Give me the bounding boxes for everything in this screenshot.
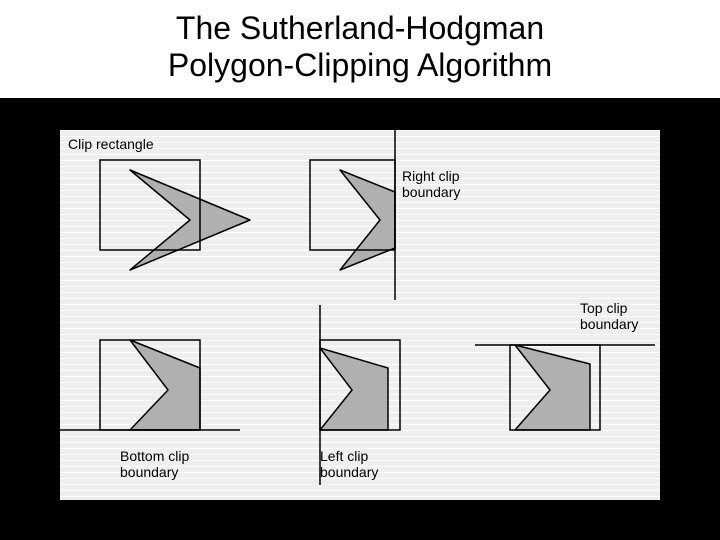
title-line-2: Polygon-Clipping Algorithm <box>0 47 720 84</box>
figure-area: Clip rectangle Right clipboundary Bottom… <box>60 130 660 500</box>
label-clip-rectangle: Clip rectangle <box>68 136 154 152</box>
diagram-svg <box>60 130 660 500</box>
label-right-clip: Right clipboundary <box>402 168 460 200</box>
slide-title: The Sutherland-Hodgman Polygon-Clipping … <box>0 0 720 98</box>
slide: The Sutherland-Hodgman Polygon-Clipping … <box>0 0 720 540</box>
label-left-clip: Left clipboundary <box>320 448 378 480</box>
label-bottom-clip: Bottom clipboundary <box>120 448 189 480</box>
label-top-clip: Top clipboundary <box>580 300 638 332</box>
title-line-1: The Sutherland-Hodgman <box>0 10 720 47</box>
